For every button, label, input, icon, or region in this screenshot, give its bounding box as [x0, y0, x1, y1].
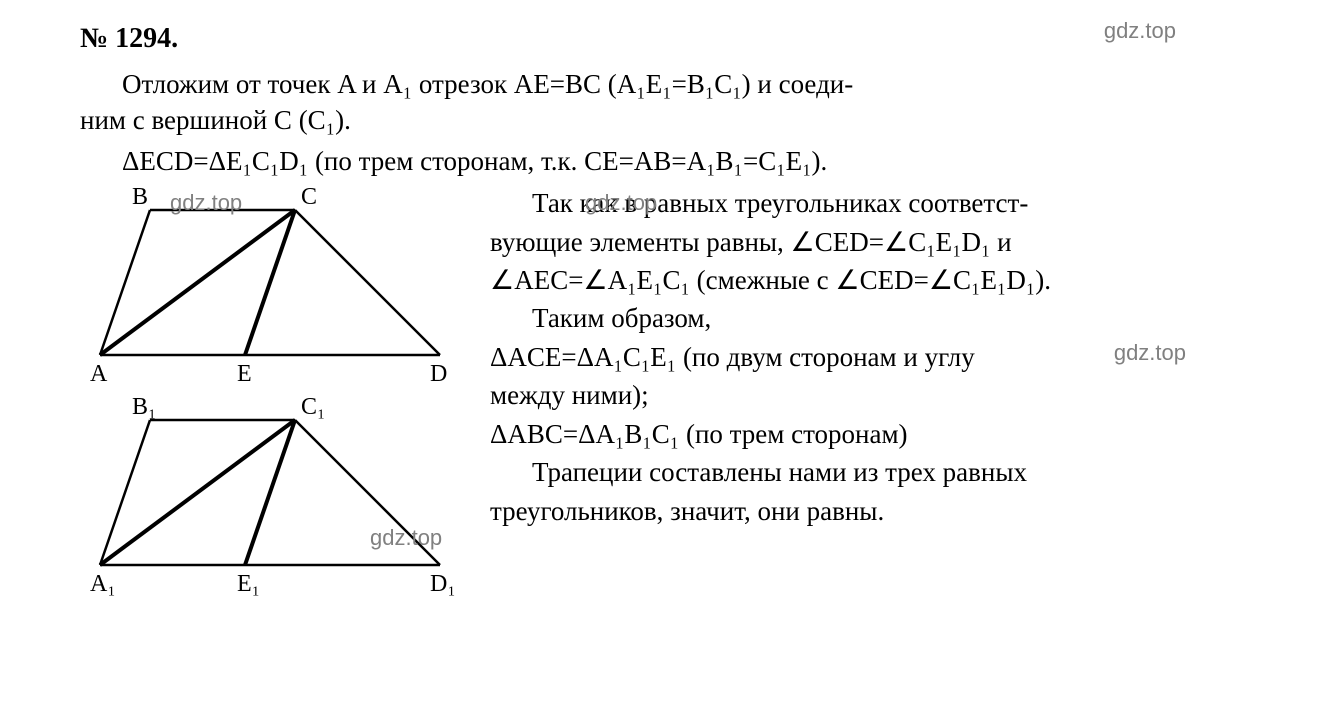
- intro-line-1: Отложим от точек A и A₁ отрезок AE=BC (A…: [80, 66, 1256, 102]
- svg-text:B₁: B₁: [132, 395, 156, 420]
- svg-text:B: B: [132, 185, 148, 210]
- svg-text:E: E: [237, 361, 252, 387]
- intro-line-2: ним с вершиной C (C₁).: [80, 102, 1256, 138]
- svg-text:D: D: [430, 361, 447, 387]
- svg-text:C₁: C₁: [301, 395, 325, 420]
- proof-line: Таким образом,: [490, 300, 1256, 336]
- trapezoid-diagram-1: A B C D E: [80, 185, 480, 395]
- proof-line: ΔACE=ΔA₁C₁E₁ (по двум сторонам и углу: [490, 339, 1256, 375]
- proof-line: Так как в равных треугольниках соответст…: [490, 185, 1256, 221]
- proof-line: треугольников, значит, они равны.: [490, 493, 1256, 529]
- svg-text:A₁: A₁: [90, 571, 116, 597]
- svg-text:C: C: [301, 185, 317, 210]
- equality-line: ΔECD=ΔE₁C₁D₁ (по трем сторонам, т.к. CE=…: [80, 143, 1256, 179]
- proof-line: Трапеции составлены нами из трех равных: [490, 454, 1256, 490]
- trapezoid-diagram-2: A₁ B₁ C₁ D₁ E₁: [80, 395, 480, 605]
- svg-text:D₁: D₁: [430, 571, 456, 597]
- proof-line: ∠AEC=∠A₁E₁C₁ (смежные с ∠CED=∠C₁E₁D₁).: [490, 262, 1256, 298]
- svg-text:A: A: [90, 361, 108, 387]
- svg-text:E₁: E₁: [237, 571, 260, 597]
- proof-line: вующие элементы равны, ∠CED=∠C₁E₁D₁ и: [490, 224, 1256, 260]
- problem-number: № 1294.: [80, 20, 178, 58]
- proof-line: между ними);: [490, 377, 1256, 413]
- proof-line: ΔABC=ΔA₁B₁C₁ (по трем сторонам): [490, 416, 1256, 452]
